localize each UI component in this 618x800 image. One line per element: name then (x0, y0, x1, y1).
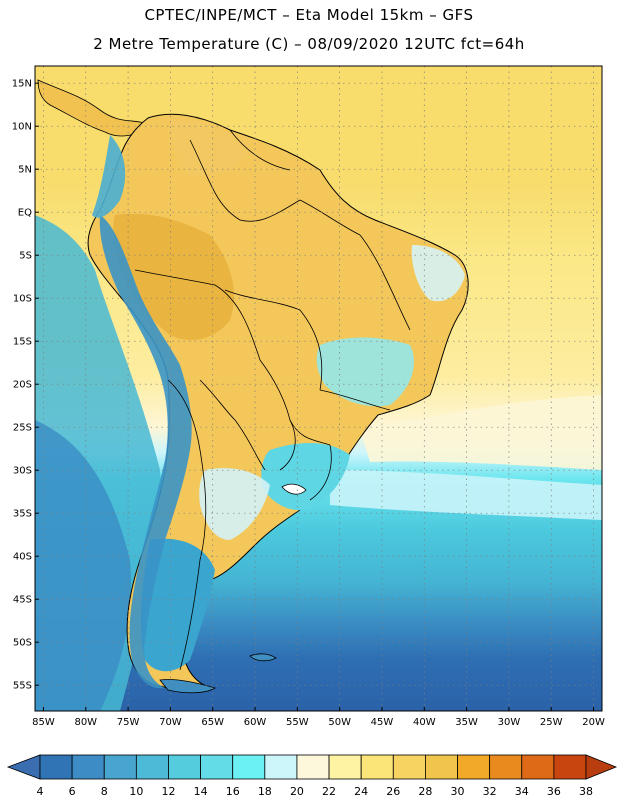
colorbar-label: 4 (37, 785, 44, 798)
andes-cold-strip (99, 215, 192, 689)
lat-tick-label: 10S (13, 294, 32, 305)
colorbar-high-arrow (585, 754, 618, 780)
lat-tick-label: 50S (13, 638, 32, 649)
lagoa-dos-patos (281, 483, 307, 495)
colorbar-swatch (232, 754, 266, 780)
colorbar-label: 32 (483, 785, 497, 798)
lat-tick-label: 20S (13, 380, 32, 391)
colorbar-label: 14 (194, 785, 208, 798)
lat-tick-label: EQ (18, 208, 32, 219)
lon-tick-label: 20W (582, 717, 605, 728)
lon-tick-label: 25W (540, 717, 563, 728)
colorbar-label: 20 (290, 785, 304, 798)
colorbar-low-arrow (6, 754, 41, 780)
colorbar-label: 6 (69, 785, 76, 798)
northern-andes-cold (92, 135, 126, 218)
colorbar-swatch (103, 754, 137, 780)
colorbar-swatch (135, 754, 169, 780)
map-frame (34, 65, 603, 712)
colorbar-swatch (392, 754, 426, 780)
lat-tick-label: 45S (13, 595, 32, 606)
colorbar-swatch (71, 754, 105, 780)
falkland-islands-land (249, 653, 277, 662)
colorbar-swatch (553, 754, 587, 780)
lat-tick-label: 5S (19, 251, 32, 262)
map-title-line-2: 2 Metre Temperature (C) – 08/09/2020 12U… (93, 35, 525, 53)
lon-tick-label: 80W (74, 717, 97, 728)
lat-tick-label: 25S (13, 423, 32, 434)
colorbar-swatch (489, 754, 523, 780)
map-title-line-1: CPTEC/INPE/MCT – Eta Model 15km – GFS (144, 6, 474, 24)
lat-tick-label: 30S (13, 466, 32, 477)
lon-tick-label: 70W (159, 717, 182, 728)
southern-brazil-cool (261, 443, 350, 511)
atlantic-warm-tongue (360, 395, 602, 470)
colorbar-label: 30 (451, 785, 465, 798)
country-borders (134, 129, 411, 671)
lon-tick-label: 40W (413, 717, 436, 728)
lat-tick-label: 40S (13, 552, 32, 563)
colorbar-label: 26 (386, 785, 400, 798)
colorbar-swatch (200, 754, 234, 780)
lat-tick-label: 15S (13, 337, 32, 348)
argentina-mild (199, 468, 270, 540)
colorbar-swatch (425, 754, 458, 780)
colorbar-label: 34 (515, 785, 529, 798)
lon-tick-label: 60W (244, 717, 267, 728)
colorbar-swatch (264, 754, 298, 780)
colorbar-label: 36 (547, 785, 561, 798)
colorbar-label: 24 (354, 785, 368, 798)
lat-tick-label: 10N (12, 122, 32, 133)
venezuela-warm (169, 119, 250, 177)
colorbar-label: 12 (161, 785, 175, 798)
temperature-colorbar: 4 6 8 10 12 14 16 18 20 22 24 26 28 30 32 34 36 38 (6, 754, 618, 798)
atlantic-mild-band (330, 470, 602, 520)
lat-tick-label: 15N (12, 79, 32, 90)
lon-tick-label: 50W (328, 717, 351, 728)
colorbar-swatch (457, 754, 491, 780)
brazil-highlands-cool (316, 337, 414, 407)
pacific-cold-water (35, 420, 131, 711)
colorbar-swatch (39, 754, 73, 780)
colorbar-label: 22 (322, 785, 336, 798)
lon-tick-label: 55W (286, 717, 309, 728)
lat-tick-label: 5N (18, 165, 32, 176)
colorbar-swatch (328, 754, 362, 780)
lon-tick-label: 35W (455, 717, 478, 728)
colorbar-label: 16 (226, 785, 240, 798)
colorbar-label: 8 (101, 785, 108, 798)
lon-tick-label: 65W (201, 717, 224, 728)
colorbar-label: 38 (579, 785, 593, 798)
lon-tick-label: 85W (32, 717, 55, 728)
lat-tick-label: 55S (13, 681, 32, 692)
lat-tick-label: 35S (13, 509, 32, 520)
lon-tick-label: 45W (371, 717, 394, 728)
colorbar-label: 18 (258, 785, 272, 798)
colorbar-label: 10 (129, 785, 143, 798)
colorbar-swatch (296, 754, 330, 780)
lon-tick-label: 30W (498, 717, 521, 728)
colorbar-swatch (360, 754, 394, 780)
colorbar-swatch (521, 754, 555, 780)
tierra-del-fuego-land (159, 679, 216, 694)
northeast-brazil-mild (411, 245, 465, 302)
colorbar-swatch (168, 754, 201, 780)
lon-tick-label: 75W (117, 717, 140, 728)
colorbar-label: 28 (418, 785, 432, 798)
graticule (35, 66, 602, 711)
map-canvas (35, 66, 602, 711)
longitude-axis: 85W 80W 75W 70W 65W 60W 55W 50W 45W 40W 35W 30W 25W 2… (32, 707, 605, 728)
latitude-axis: 15N 10N 5N EQ 5S 10S 15S 20S 25S 30S 35S 40S 45S 50S 5… (12, 79, 39, 692)
patagonia-cool (140, 538, 215, 672)
